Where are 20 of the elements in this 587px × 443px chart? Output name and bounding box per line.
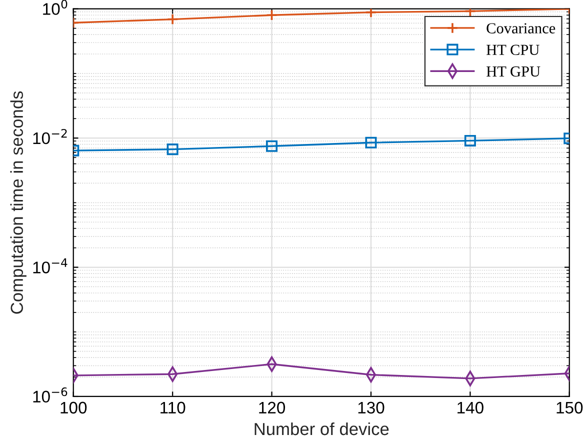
point [365, 136, 377, 148]
x-tick-label: 150 [556, 402, 583, 414]
y-tick-label: 10$^{−2}$ [33, 128, 67, 144]
point [266, 9, 278, 21]
x-tick-label: 120 [259, 402, 286, 414]
y-tick-label: 10$^{0}$ [43, 0, 68, 15]
legend-label: Covariance [486, 23, 556, 34]
x-axis-title: Number of device [254, 422, 389, 436]
x-tick-label: 140 [458, 402, 484, 414]
point [266, 140, 278, 152]
point [464, 134, 476, 146]
legend-label: HT CPU [486, 44, 540, 56]
legend-label: HT GPU [486, 66, 540, 77]
x-tick-label: 130 [358, 402, 384, 414]
x-tick-label: 100 [60, 402, 87, 414]
y-axis-title: Computation time in seconds [10, 91, 26, 314]
y-tick-label: 10$^{−4}$ [33, 258, 68, 274]
point [365, 8, 377, 18]
y-tick-label: 10$^{−6}$ [33, 387, 68, 403]
x-tick-label: 110 [160, 402, 186, 414]
